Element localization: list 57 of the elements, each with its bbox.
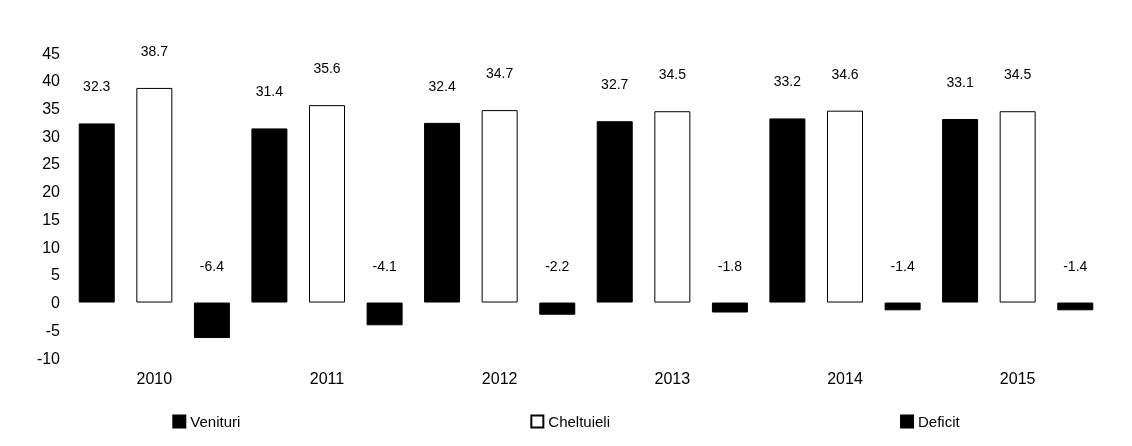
- legend-label: Cheltuieli: [548, 413, 611, 430]
- data-label: 32.3: [83, 78, 111, 95]
- bar: [78, 123, 115, 303]
- y-tick-label: 45: [42, 44, 61, 62]
- y-tick-label: 20: [42, 183, 61, 201]
- bar: [769, 118, 806, 303]
- data-label: 33.1: [946, 73, 974, 90]
- y-tick-label: -10: [36, 349, 61, 367]
- data-label: 38.7: [140, 42, 169, 59]
- bar: [711, 302, 748, 313]
- data-label: -1.4: [1063, 257, 1088, 274]
- x-tick-label: 2014: [827, 369, 863, 387]
- y-tick-label: 5: [51, 266, 61, 284]
- data-label: -6.4: [199, 257, 225, 274]
- data-label: -4.1: [372, 257, 397, 274]
- bar: [827, 110, 863, 303]
- data-label: -1.8: [717, 257, 743, 274]
- y-tick-label: 30: [42, 127, 61, 145]
- x-tick-label: 2015: [999, 369, 1036, 387]
- bar: [309, 105, 345, 303]
- y-tick-label: 10: [42, 238, 61, 256]
- y-tick-label: 25: [42, 155, 61, 173]
- y-tick-label: -5: [45, 321, 61, 339]
- legend-label: Venituri: [190, 413, 241, 430]
- y-tick-label: 40: [42, 72, 61, 90]
- y-tick-label: 15: [42, 210, 61, 228]
- bar: [136, 87, 173, 303]
- data-label: 32.7: [601, 76, 629, 93]
- bar: [366, 302, 403, 326]
- data-label: 32.4: [428, 77, 456, 94]
- bar: [1057, 302, 1094, 311]
- data-label: -1.4: [890, 257, 915, 274]
- x-tick-label: 2010: [136, 369, 173, 387]
- bar: [942, 118, 979, 303]
- bar: [193, 302, 230, 339]
- data-label: 31.4: [255, 83, 284, 100]
- data-label: 34.7: [486, 65, 514, 82]
- data-label: -2.2: [545, 257, 570, 274]
- bar: [481, 110, 518, 303]
- data-label: 33.2: [773, 73, 802, 90]
- data-label: 34.6: [831, 65, 859, 82]
- x-tick-label: 2011: [309, 369, 345, 387]
- data-label: 34.5: [658, 66, 687, 83]
- bar: [999, 111, 1036, 303]
- y-tick-label: 0: [51, 294, 61, 312]
- bar: [251, 128, 288, 303]
- bar: [539, 302, 576, 315]
- bar: [424, 122, 461, 303]
- y-tick-label: 35: [42, 99, 61, 117]
- bar: [884, 302, 921, 311]
- bar: [654, 111, 691, 303]
- bar: [596, 121, 633, 303]
- legend-label: Deficit: [918, 413, 961, 430]
- data-label: 34.5: [1004, 66, 1032, 83]
- x-tick-label: 2012: [481, 369, 518, 387]
- x-tick-label: 2013: [654, 369, 691, 387]
- data-label: 35.6: [313, 60, 341, 77]
